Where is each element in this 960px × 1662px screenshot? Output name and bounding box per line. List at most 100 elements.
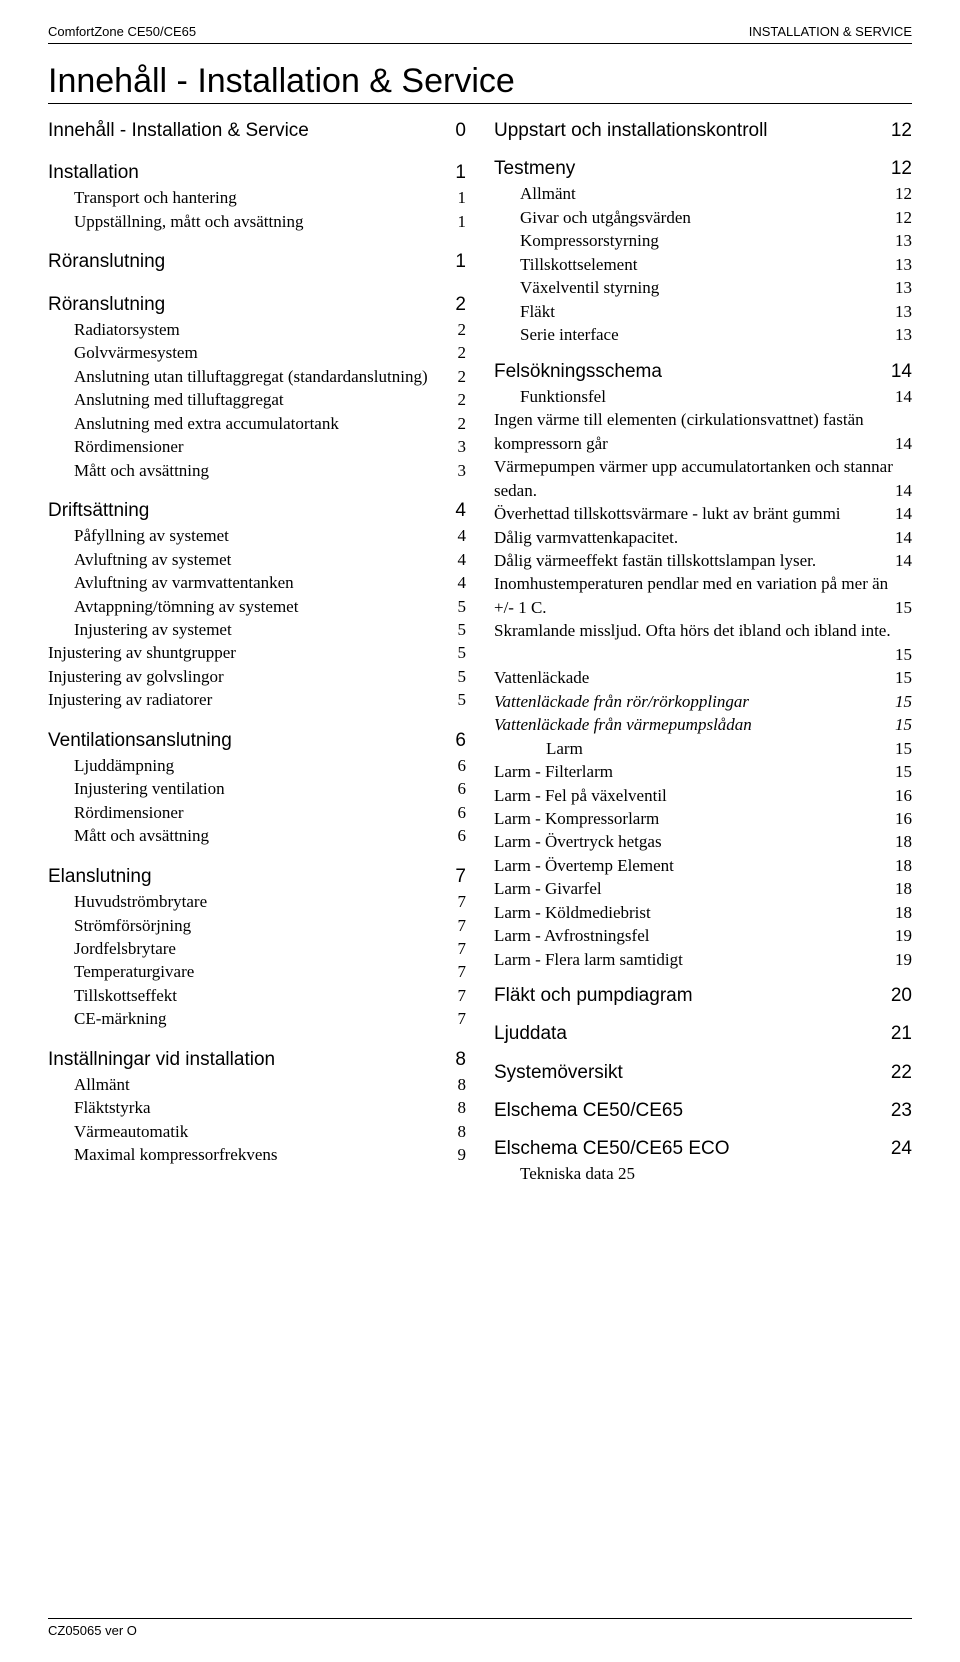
toc-page-number: 15 [895, 690, 912, 713]
toc-left-column: Innehåll - Installation & Service0Instal… [48, 118, 466, 1186]
toc-label: CE-märkning [74, 1007, 458, 1030]
toc-page-number: 5 [458, 688, 467, 711]
toc-entry: Överhettad tillskottsvärmare - lukt av b… [494, 502, 912, 525]
toc-label: Larm - Filterlarm [494, 760, 895, 783]
toc-page-number: 19 [895, 924, 912, 947]
toc-label: Tekniska data 25 [520, 1162, 912, 1185]
toc-entry: Rördimensioner3 [48, 435, 466, 458]
toc-label: Fläkt och pumpdiagram [494, 983, 891, 1009]
toc-entry: Injustering av shuntgrupper5 [48, 641, 466, 664]
toc-label: Tillskottselement [520, 253, 895, 276]
toc-page-number: 1 [458, 186, 467, 209]
toc-entry: Tillskottselement13 [494, 253, 912, 276]
toc-page-number: 14 [895, 479, 912, 502]
toc-entry: Avtappning/tömning av systemet5 [48, 595, 466, 618]
footer-rule [48, 1618, 912, 1619]
toc-label: Injustering av radiatorer [48, 688, 458, 711]
toc-page-number: 7 [458, 914, 467, 937]
toc-entry: Larm - Fel på växelventil16 [494, 784, 912, 807]
toc-page-number: 7 [458, 984, 467, 1007]
toc-page-number: 12 [891, 118, 912, 144]
toc-page-number: 24 [891, 1136, 912, 1162]
toc-entry: Elschema CE50/CE65 ECO24 [494, 1136, 912, 1162]
toc-entry: Vattenläckade15 [494, 666, 912, 689]
toc-entry: Värmeautomatik8 [48, 1120, 466, 1143]
header-right: INSTALLATION & SERVICE [749, 24, 912, 39]
toc-label: Allmänt [520, 182, 895, 205]
toc-page-number: 12 [895, 206, 912, 229]
toc-entry: Vattenläckade från rör/rörkopplingar15 [494, 690, 912, 713]
toc-page-number: 19 [895, 948, 912, 971]
toc-label: Växelventil styrning [520, 276, 895, 299]
toc-entry: Avluftning av systemet4 [48, 548, 466, 571]
toc-page-number: 2 [458, 412, 467, 435]
toc-entry: Innehåll - Installation & Service0 [48, 118, 466, 144]
toc-page-number: 3 [458, 435, 467, 458]
toc-page-number: 5 [458, 618, 467, 641]
toc-page-number: 7 [455, 864, 466, 890]
toc-label: Mått och avsättning [74, 459, 458, 482]
toc-entry: Rördimensioner6 [48, 801, 466, 824]
toc-label: Uppställning, mått och avsättning [74, 210, 458, 233]
toc-page-number: 4 [458, 548, 467, 571]
toc-label: Larm - Köldmediebrist [494, 901, 895, 924]
toc-label: Elanslutning [48, 864, 455, 890]
toc-page-number: 1 [455, 160, 466, 186]
toc-entry: Ventilationsanslutning6 [48, 728, 466, 754]
toc-label: Vattenläckade [494, 666, 895, 689]
toc-page-number: 4 [458, 571, 467, 594]
toc-entry: Larm - Övertemp Element18 [494, 854, 912, 877]
toc-entry: Elanslutning7 [48, 864, 466, 890]
toc-entry: Serie interface13 [494, 323, 912, 346]
toc-entry: Fläkt och pumpdiagram20 [494, 983, 912, 1009]
page-title: Innehåll - Installation & Service [48, 62, 912, 101]
toc-page-number: 6 [458, 824, 467, 847]
toc-label: Transport och hantering [74, 186, 458, 209]
toc-entry: Givar och utgångsvärden12 [494, 206, 912, 229]
toc-page-number: 8 [458, 1073, 467, 1096]
toc-page-number: 23 [891, 1098, 912, 1124]
toc-entry: Larm - Övertryck hetgas18 [494, 830, 912, 853]
toc-page-number: 1 [455, 249, 466, 275]
toc-label: Vattenläckade från värmepumpslådan [494, 713, 895, 736]
toc-label: Kompressorstyrning [520, 229, 895, 252]
toc-page-number: 2 [458, 388, 467, 411]
toc-entry: Mått och avsättning3 [48, 459, 466, 482]
toc-label: Testmeny [494, 156, 891, 182]
toc-label: Innehåll - Installation & Service [48, 118, 455, 144]
toc-page-number: 18 [895, 877, 912, 900]
toc-page-number: 12 [891, 156, 912, 182]
toc-label: Allmänt [74, 1073, 458, 1096]
toc-label: Larm - Övertryck hetgas [494, 830, 895, 853]
toc-entry: Larm - Filterlarm15 [494, 760, 912, 783]
toc-page-number: 14 [895, 502, 912, 525]
toc-label: Funktionsfel [520, 385, 895, 408]
toc-entry: Ljuddata21 [494, 1021, 912, 1047]
toc-page-number: 7 [458, 937, 467, 960]
toc-page-number: 16 [895, 784, 912, 807]
toc-page-number: 15 [895, 737, 912, 760]
toc-label: Larm - Kompressorlarm [494, 807, 895, 830]
toc-label: Larm [546, 737, 895, 760]
toc-page-number: 21 [891, 1021, 912, 1047]
toc-page-number: 7 [458, 960, 467, 983]
toc-entry: Fläktstyrka8 [48, 1096, 466, 1119]
toc-label: Serie interface [520, 323, 895, 346]
toc-entry: Larm - Kompressorlarm16 [494, 807, 912, 830]
toc-page-number: 6 [458, 777, 467, 800]
toc-label: Felsökningsschema [494, 359, 891, 385]
toc-label: Röranslutning [48, 249, 455, 275]
toc-entry: Mått och avsättning6 [48, 824, 466, 847]
toc-label: Inställningar vid installation [48, 1047, 455, 1073]
toc-right-column: Uppstart och installationskontroll 12Tes… [494, 118, 912, 1186]
toc-label: Ljuddämpning [74, 754, 458, 777]
toc-entry: Kompressorstyrning13 [494, 229, 912, 252]
toc-entry: Ljuddämpning6 [48, 754, 466, 777]
toc-label: Rördimensioner [74, 435, 458, 458]
toc-page-number: 15 [895, 643, 912, 666]
toc-label: Larm - Avfrostningsfel [494, 924, 895, 947]
toc-label: Dålig varmvattenkapacitet. [494, 526, 895, 549]
toc-entry: Injustering av systemet5 [48, 618, 466, 641]
toc-page-number: 13 [895, 323, 912, 346]
header-rule [48, 43, 912, 44]
